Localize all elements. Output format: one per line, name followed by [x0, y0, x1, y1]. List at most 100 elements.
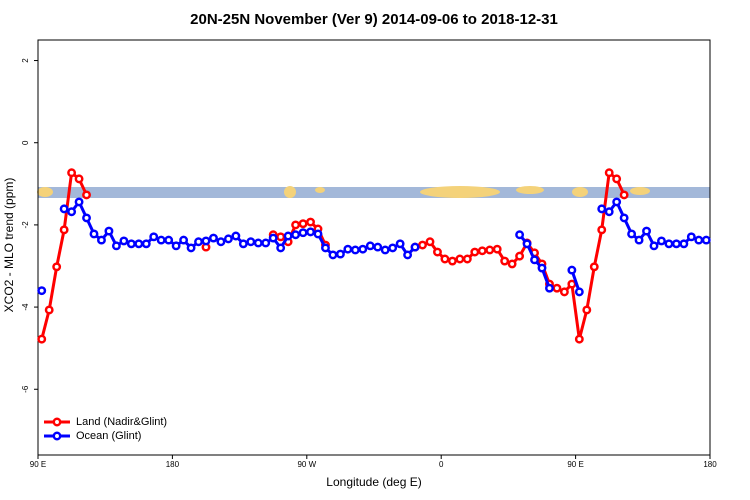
point [306, 227, 315, 237]
point [619, 213, 629, 223]
legend-marker [52, 417, 62, 427]
y-axis-label: XCO2 - MLO trend (ppm) [2, 178, 16, 313]
point [425, 237, 435, 247]
point [291, 230, 301, 240]
point [216, 237, 226, 247]
x-tick-label: 90 E [567, 460, 583, 469]
point [59, 204, 69, 214]
point [276, 232, 286, 242]
point [82, 190, 91, 200]
point [649, 241, 659, 251]
point [522, 239, 532, 249]
x-tick-label: 180 [703, 460, 717, 469]
point [156, 235, 166, 245]
point [373, 242, 383, 252]
plot-frame [37, 39, 711, 456]
y-tick-label: -4 [21, 303, 30, 311]
legend-label: Land (Nadir&Glint) [76, 416, 167, 428]
point [604, 207, 614, 217]
point [567, 279, 577, 289]
x-tick-label: 90 W [297, 460, 316, 469]
point [537, 263, 547, 273]
point [545, 283, 554, 293]
point [634, 235, 644, 245]
point [104, 226, 114, 236]
point [515, 230, 525, 240]
point [679, 239, 689, 249]
legend-marker [52, 431, 62, 441]
point [701, 235, 711, 245]
y-tick-label: 0 [21, 140, 30, 145]
point [559, 287, 569, 297]
point [395, 239, 405, 249]
point [418, 240, 427, 250]
point [44, 305, 54, 315]
point [186, 243, 196, 253]
point [694, 235, 704, 245]
chart-title: 20N-25N November (Ver 9) 2014-09-06 to 2… [190, 11, 558, 28]
point [253, 238, 263, 248]
point [134, 239, 144, 249]
point [492, 244, 502, 254]
point [74, 197, 84, 207]
point [37, 286, 47, 296]
point [111, 241, 121, 251]
x-tick-label: 180 [166, 460, 180, 469]
point [447, 256, 457, 266]
point [530, 255, 539, 265]
point [597, 225, 607, 235]
y-tick-label: 2 [21, 58, 30, 63]
point [612, 197, 622, 207]
point [403, 250, 413, 260]
point [328, 250, 338, 260]
point [194, 237, 203, 247]
x-tick-label: 90 E [30, 460, 46, 469]
point [201, 236, 211, 246]
point [686, 232, 696, 242]
point [313, 229, 323, 239]
point [470, 247, 480, 257]
point [268, 233, 278, 243]
point [380, 245, 390, 255]
point [119, 236, 129, 246]
point [246, 237, 256, 247]
point [37, 334, 47, 344]
point [597, 204, 607, 214]
legend-label: Ocean (Glint) [76, 430, 141, 442]
point [179, 235, 189, 245]
point [552, 283, 562, 293]
point [164, 235, 174, 245]
point [238, 239, 248, 249]
point [74, 174, 84, 184]
point [477, 246, 487, 256]
point [321, 243, 330, 253]
point [671, 239, 681, 249]
point [574, 287, 584, 297]
point [440, 254, 450, 264]
point [365, 241, 375, 251]
point [231, 231, 241, 241]
point [126, 239, 136, 249]
y-tick-label: -6 [21, 385, 30, 393]
point [67, 207, 77, 217]
point [604, 168, 614, 178]
map-strip [37, 186, 710, 198]
point [410, 242, 420, 252]
point [515, 251, 525, 261]
point [261, 238, 271, 248]
point [291, 220, 301, 230]
point [455, 254, 465, 264]
point [97, 235, 106, 245]
point [52, 262, 62, 272]
point [358, 244, 368, 254]
x-tick-label: 0 [439, 460, 444, 469]
y-tick-label: -2 [21, 221, 30, 229]
point [209, 233, 218, 243]
point [642, 226, 651, 236]
point [67, 168, 77, 178]
point [335, 249, 345, 259]
point [627, 229, 637, 239]
point [433, 247, 442, 257]
point [223, 234, 233, 244]
